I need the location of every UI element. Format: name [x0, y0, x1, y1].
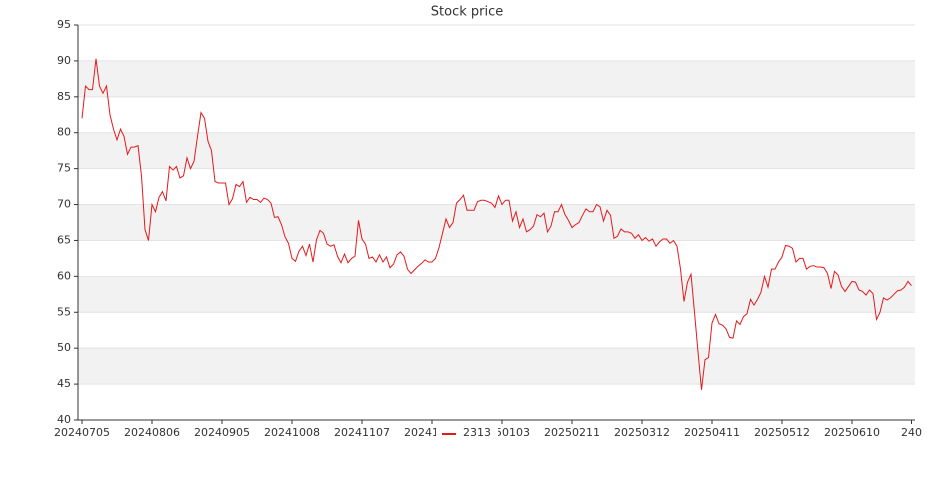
- x-tick-label: 20240705: [54, 426, 110, 439]
- y-tick-label: 55: [57, 305, 71, 318]
- grid-band: [78, 204, 915, 241]
- x-tick-label: 20240806: [124, 426, 180, 439]
- x-tick-label: 20250610: [824, 426, 880, 439]
- chart-title: Stock price: [431, 5, 503, 20]
- y-tick-label: 80: [57, 126, 71, 139]
- grid-band: [78, 60, 915, 97]
- x-tick-label: 20241107: [334, 426, 390, 439]
- y-tick-label: 60: [57, 269, 71, 282]
- plot-area: [78, 24, 915, 421]
- grid-band: [78, 348, 915, 385]
- legend-box: [436, 425, 498, 442]
- x-tick-label: 20240905: [194, 426, 250, 439]
- x-tick-label: 20250512: [754, 426, 810, 439]
- series-line: [81, 58, 912, 390]
- y-tick-label: 90: [57, 54, 71, 67]
- y-tick-label: 45: [57, 377, 71, 390]
- x-tick-label: 20241008: [264, 426, 320, 439]
- y-tick-label: 70: [57, 198, 71, 211]
- y-tick-label: 75: [57, 162, 71, 175]
- grid-band: [78, 132, 915, 169]
- y-tick-label: 95: [57, 18, 71, 31]
- legend: 2313: [436, 425, 498, 442]
- y-tick-label: 65: [57, 233, 71, 246]
- grid-band: [78, 276, 915, 313]
- x-tick-label: 240: [901, 426, 922, 439]
- x-tick-label: 20250211: [544, 426, 600, 439]
- y-tick-label: 40: [57, 413, 71, 426]
- x-tick-label: 20250411: [684, 426, 740, 439]
- y-tick-label: 50: [57, 341, 71, 354]
- x-tick-label: 20250312: [614, 426, 670, 439]
- legend-label: 2313: [463, 426, 491, 439]
- y-tick-label: 85: [57, 90, 71, 103]
